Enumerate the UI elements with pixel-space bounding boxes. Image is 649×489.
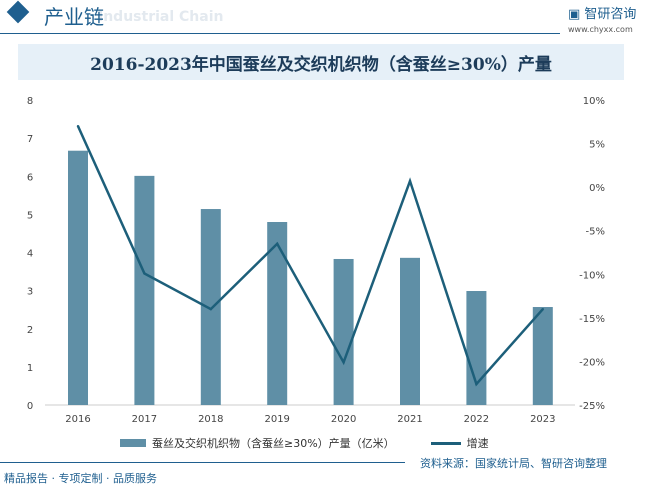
- y2-tick-label: -25%: [579, 401, 605, 412]
- x-tick-label: 2019: [264, 414, 289, 425]
- legend-line-label: 增速: [466, 437, 489, 450]
- x-tick-label: 2022: [464, 414, 489, 425]
- bar: [400, 257, 420, 405]
- footer-divider: [0, 462, 405, 463]
- bar: [267, 222, 288, 405]
- legend-line-swatch: [430, 441, 461, 445]
- y2-tick-label: 0%: [589, 183, 605, 194]
- y2-tick-label: -20%: [579, 357, 605, 368]
- section-title: 产业链: [44, 5, 104, 29]
- y-tick-label: 3: [27, 287, 33, 298]
- y-tick-label: 5: [27, 210, 33, 221]
- y-tick-label: 2: [27, 325, 33, 336]
- legend-bar-label: 蚕丝及交织机织物（含蚕丝≥30%）产量（亿米）: [152, 437, 395, 450]
- growth-point: [475, 382, 478, 386]
- x-tick-label: 2018: [198, 414, 223, 425]
- growth-point: [276, 242, 279, 245]
- bar: [466, 291, 487, 405]
- bar: [200, 209, 221, 405]
- title-band: [18, 44, 624, 80]
- legend-bar-swatch: [120, 439, 146, 447]
- y2-tick-label: 5%: [589, 140, 605, 151]
- x-tick-label: 2016: [65, 414, 90, 425]
- growth-point: [209, 307, 212, 311]
- y-tick-label: 8: [27, 96, 33, 107]
- growth-point: [408, 179, 412, 183]
- growth-point: [143, 272, 146, 275]
- growth-line: [76, 125, 544, 387]
- x-tick-label: 2023: [530, 414, 555, 425]
- growth-point: [541, 307, 544, 311]
- legend: 蚕丝及交织机织物（含蚕丝≥30%）产量（亿米） 增速: [120, 435, 489, 451]
- growth-point: [342, 361, 345, 364]
- bar: [532, 307, 553, 405]
- x-tick-label: 2020: [331, 414, 356, 425]
- header-divider: [0, 33, 560, 34]
- y-tick-label: 6: [27, 172, 33, 183]
- bar: [68, 150, 88, 405]
- y-tick-label: 4: [27, 249, 33, 260]
- site-url: www.chyxx.com: [568, 25, 633, 34]
- chart-title: 2016-2023年中国蚕丝及交织机织物（含蚕丝≥30%）产量: [90, 55, 552, 75]
- header-ghost-text: Industrial Chain: [98, 9, 224, 25]
- footer-tagline: 精品报告 · 专项定制 · 品质服务: [4, 472, 157, 485]
- y2-tick-label: 10%: [583, 96, 605, 107]
- y2-tick-label: -5%: [586, 227, 605, 238]
- y-tick-label: 7: [27, 134, 33, 145]
- bar: [333, 258, 354, 405]
- growth-point: [76, 124, 80, 128]
- y2-tick-label: -10%: [579, 270, 605, 281]
- x-tick-label: 2021: [397, 414, 422, 425]
- bar: [134, 175, 155, 405]
- logo: ▣ 智研咨询: [568, 7, 637, 22]
- x-tick-label: 2017: [132, 414, 157, 425]
- y2-tick-label: -15%: [579, 314, 605, 325]
- y-tick-label: 0: [27, 401, 33, 412]
- logo-text: 智研咨询: [584, 7, 637, 22]
- source-note: 资料来源：国家统计局、智研咨询整理: [420, 457, 607, 470]
- y-tick-label: 1: [27, 363, 33, 374]
